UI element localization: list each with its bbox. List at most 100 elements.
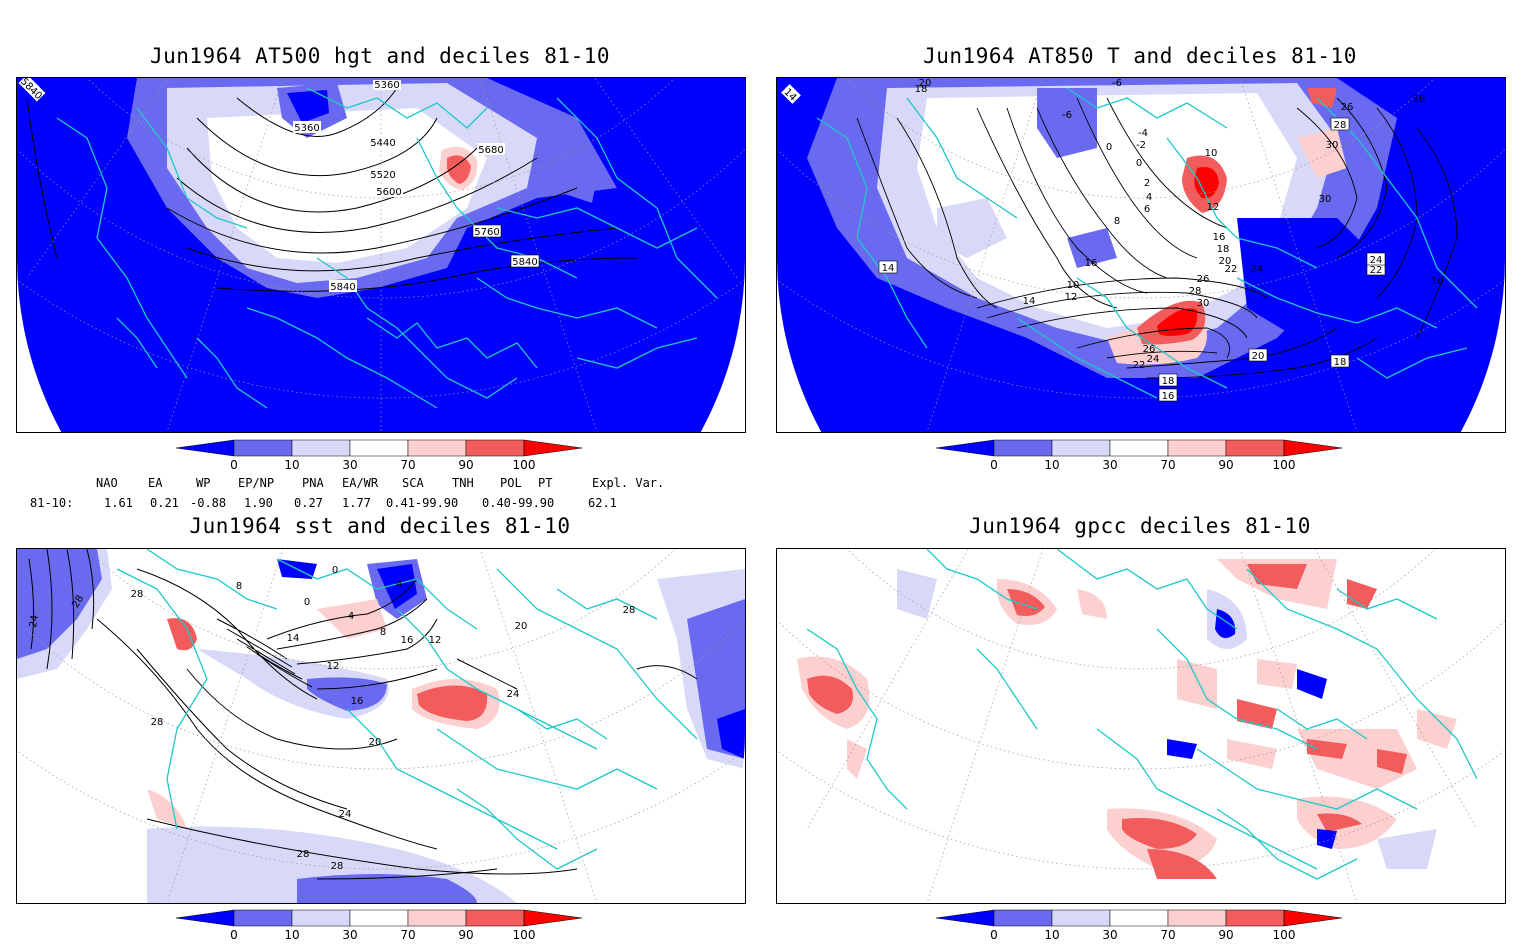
contour-label: 6 [1144, 204, 1150, 215]
contour-label: 20 [1248, 348, 1268, 362]
svg-text:28: 28 [1189, 286, 1202, 297]
map-panel-t850: 14 18 20 -6 -6 -4 -2 0 0 2 4 6 8 10 12 1… [776, 77, 1506, 433]
colorbar-tick-label: 90 [1218, 928, 1233, 942]
contour-label: 20 [369, 737, 382, 748]
colorbar-tick-label: 30 [1102, 928, 1117, 942]
svg-text:5360: 5360 [294, 123, 319, 134]
contour-label: -6 [1112, 78, 1122, 89]
contour-label: 28 [1330, 117, 1350, 131]
index-value: -0.88 [190, 496, 227, 510]
contour-label: 5520 [369, 168, 397, 181]
svg-text:5440: 5440 [370, 138, 395, 149]
colorbar-segment [1167, 909, 1227, 927]
colorbar-segment [1109, 909, 1169, 927]
svg-text:12: 12 [327, 661, 340, 672]
contour-label: 16 [1158, 388, 1178, 402]
contour-label: 30 [1319, 194, 1332, 205]
svg-text:20: 20 [369, 737, 382, 748]
colorbar-tick-label: 90 [1218, 458, 1233, 472]
svg-text:10: 10 [1067, 280, 1080, 291]
svg-text:20: 20 [919, 78, 932, 89]
index-value: 62.1 [588, 496, 617, 510]
contour-label: 28 [151, 717, 164, 728]
colorbar-segment [1051, 909, 1111, 927]
svg-text:-4: -4 [1138, 128, 1148, 139]
index-header: EA [148, 476, 163, 490]
svg-text:5760: 5760 [474, 227, 499, 238]
svg-text:-6: -6 [1062, 110, 1072, 121]
contour-label: 24 [1251, 264, 1264, 275]
svg-text:26: 26 [1197, 274, 1210, 285]
contour-label: 18 [1217, 244, 1230, 255]
svg-text:0: 0 [304, 597, 310, 608]
contour-label: 4 [348, 611, 354, 622]
index-value: 1.61 [104, 496, 133, 510]
colorbar-arrow-low [935, 909, 995, 927]
contour-label: 5360 [293, 121, 321, 134]
index-header: NAO [96, 476, 118, 490]
colorbar-segment [993, 909, 1053, 927]
contour-label: 4 [1146, 192, 1152, 203]
contour-label: 24 [339, 809, 352, 820]
contour-label: 14 [878, 260, 898, 274]
colorbar-tick-label: 0 [990, 458, 998, 472]
index-row-label: 81-10: [30, 496, 74, 510]
contour-label: 28 [1189, 286, 1202, 297]
contour-label: 0 [304, 597, 310, 608]
contour-label: 26 [1143, 344, 1156, 355]
contour-label: 28 [297, 849, 310, 860]
svg-text:5600: 5600 [376, 187, 401, 198]
svg-text:8: 8 [380, 627, 386, 638]
svg-text:30: 30 [1197, 298, 1210, 309]
colorbar-segment [1225, 439, 1285, 457]
svg-text:28: 28 [331, 861, 344, 872]
contour-label: 2 [1144, 178, 1150, 189]
svg-text:4: 4 [348, 611, 354, 622]
svg-text:18: 18 [1217, 244, 1230, 255]
svg-text:12: 12 [1065, 292, 1078, 303]
contour-label: 14 [1023, 296, 1036, 307]
contour-label: -4 [1138, 128, 1148, 139]
contour-label: 26 [1341, 102, 1354, 113]
contour-label: 5840 [510, 254, 540, 268]
svg-text:28: 28 [131, 589, 144, 600]
svg-text:8: 8 [1114, 216, 1120, 227]
svg-text:16: 16 [1162, 391, 1175, 402]
contour-label: -6 [1062, 110, 1072, 121]
svg-text:10: 10 [1205, 148, 1218, 159]
svg-text:5840: 5840 [330, 282, 355, 293]
colorbar-arrow-high [523, 439, 583, 457]
colorbar-gpcc: 0 10 30 70 90 100 [935, 909, 1346, 950]
svg-text:20: 20 [515, 621, 528, 632]
contour-label: 8 [236, 581, 242, 592]
colorbar-segment [349, 439, 409, 457]
colorbar-segment [1109, 439, 1169, 457]
contour-label: 26 [1197, 274, 1210, 285]
colorbar-tick-label: 10 [284, 928, 299, 942]
contour-label: 16 [351, 696, 364, 707]
contour-label: 20 [515, 621, 528, 632]
svg-text:18: 18 [1162, 376, 1175, 387]
svg-text:12: 12 [1207, 202, 1220, 213]
panel-title-t850: Jun1964 AT850 T and deciles 81-10 [923, 44, 1357, 68]
teleconnection-indices: NAO EA WP EP/NP PNA EA/WR SCA TNH POL PT… [0, 476, 760, 516]
contour-label: 18 [915, 84, 928, 95]
contour-label: 18 [1413, 94, 1426, 105]
svg-text:16: 16 [1213, 232, 1226, 243]
colorbar-arrow-low [175, 909, 235, 927]
svg-text:6: 6 [1144, 204, 1150, 215]
index-value: 0.27 [294, 496, 323, 510]
contour-label: 14 [287, 633, 300, 644]
contour-label: 0 [332, 565, 338, 576]
svg-text:24: 24 [1370, 255, 1383, 266]
index-value: 1.77 [342, 496, 371, 510]
svg-text:2: 2 [1144, 178, 1150, 189]
svg-text:16: 16 [401, 635, 414, 646]
map-panel-sst: 24 28 28 0 4 8 0 4 8 12 12 14 16 16 20 2… [16, 548, 746, 904]
contour-label: 16 [401, 635, 414, 646]
panel-title-hgt500: Jun1964 AT500 hgt and deciles 81-10 [149, 44, 610, 68]
contour-label: 12 [1207, 202, 1220, 213]
colorbar-segment [233, 439, 293, 457]
colorbar-segment [465, 439, 525, 457]
colorbar-tick-label: 30 [342, 928, 357, 942]
